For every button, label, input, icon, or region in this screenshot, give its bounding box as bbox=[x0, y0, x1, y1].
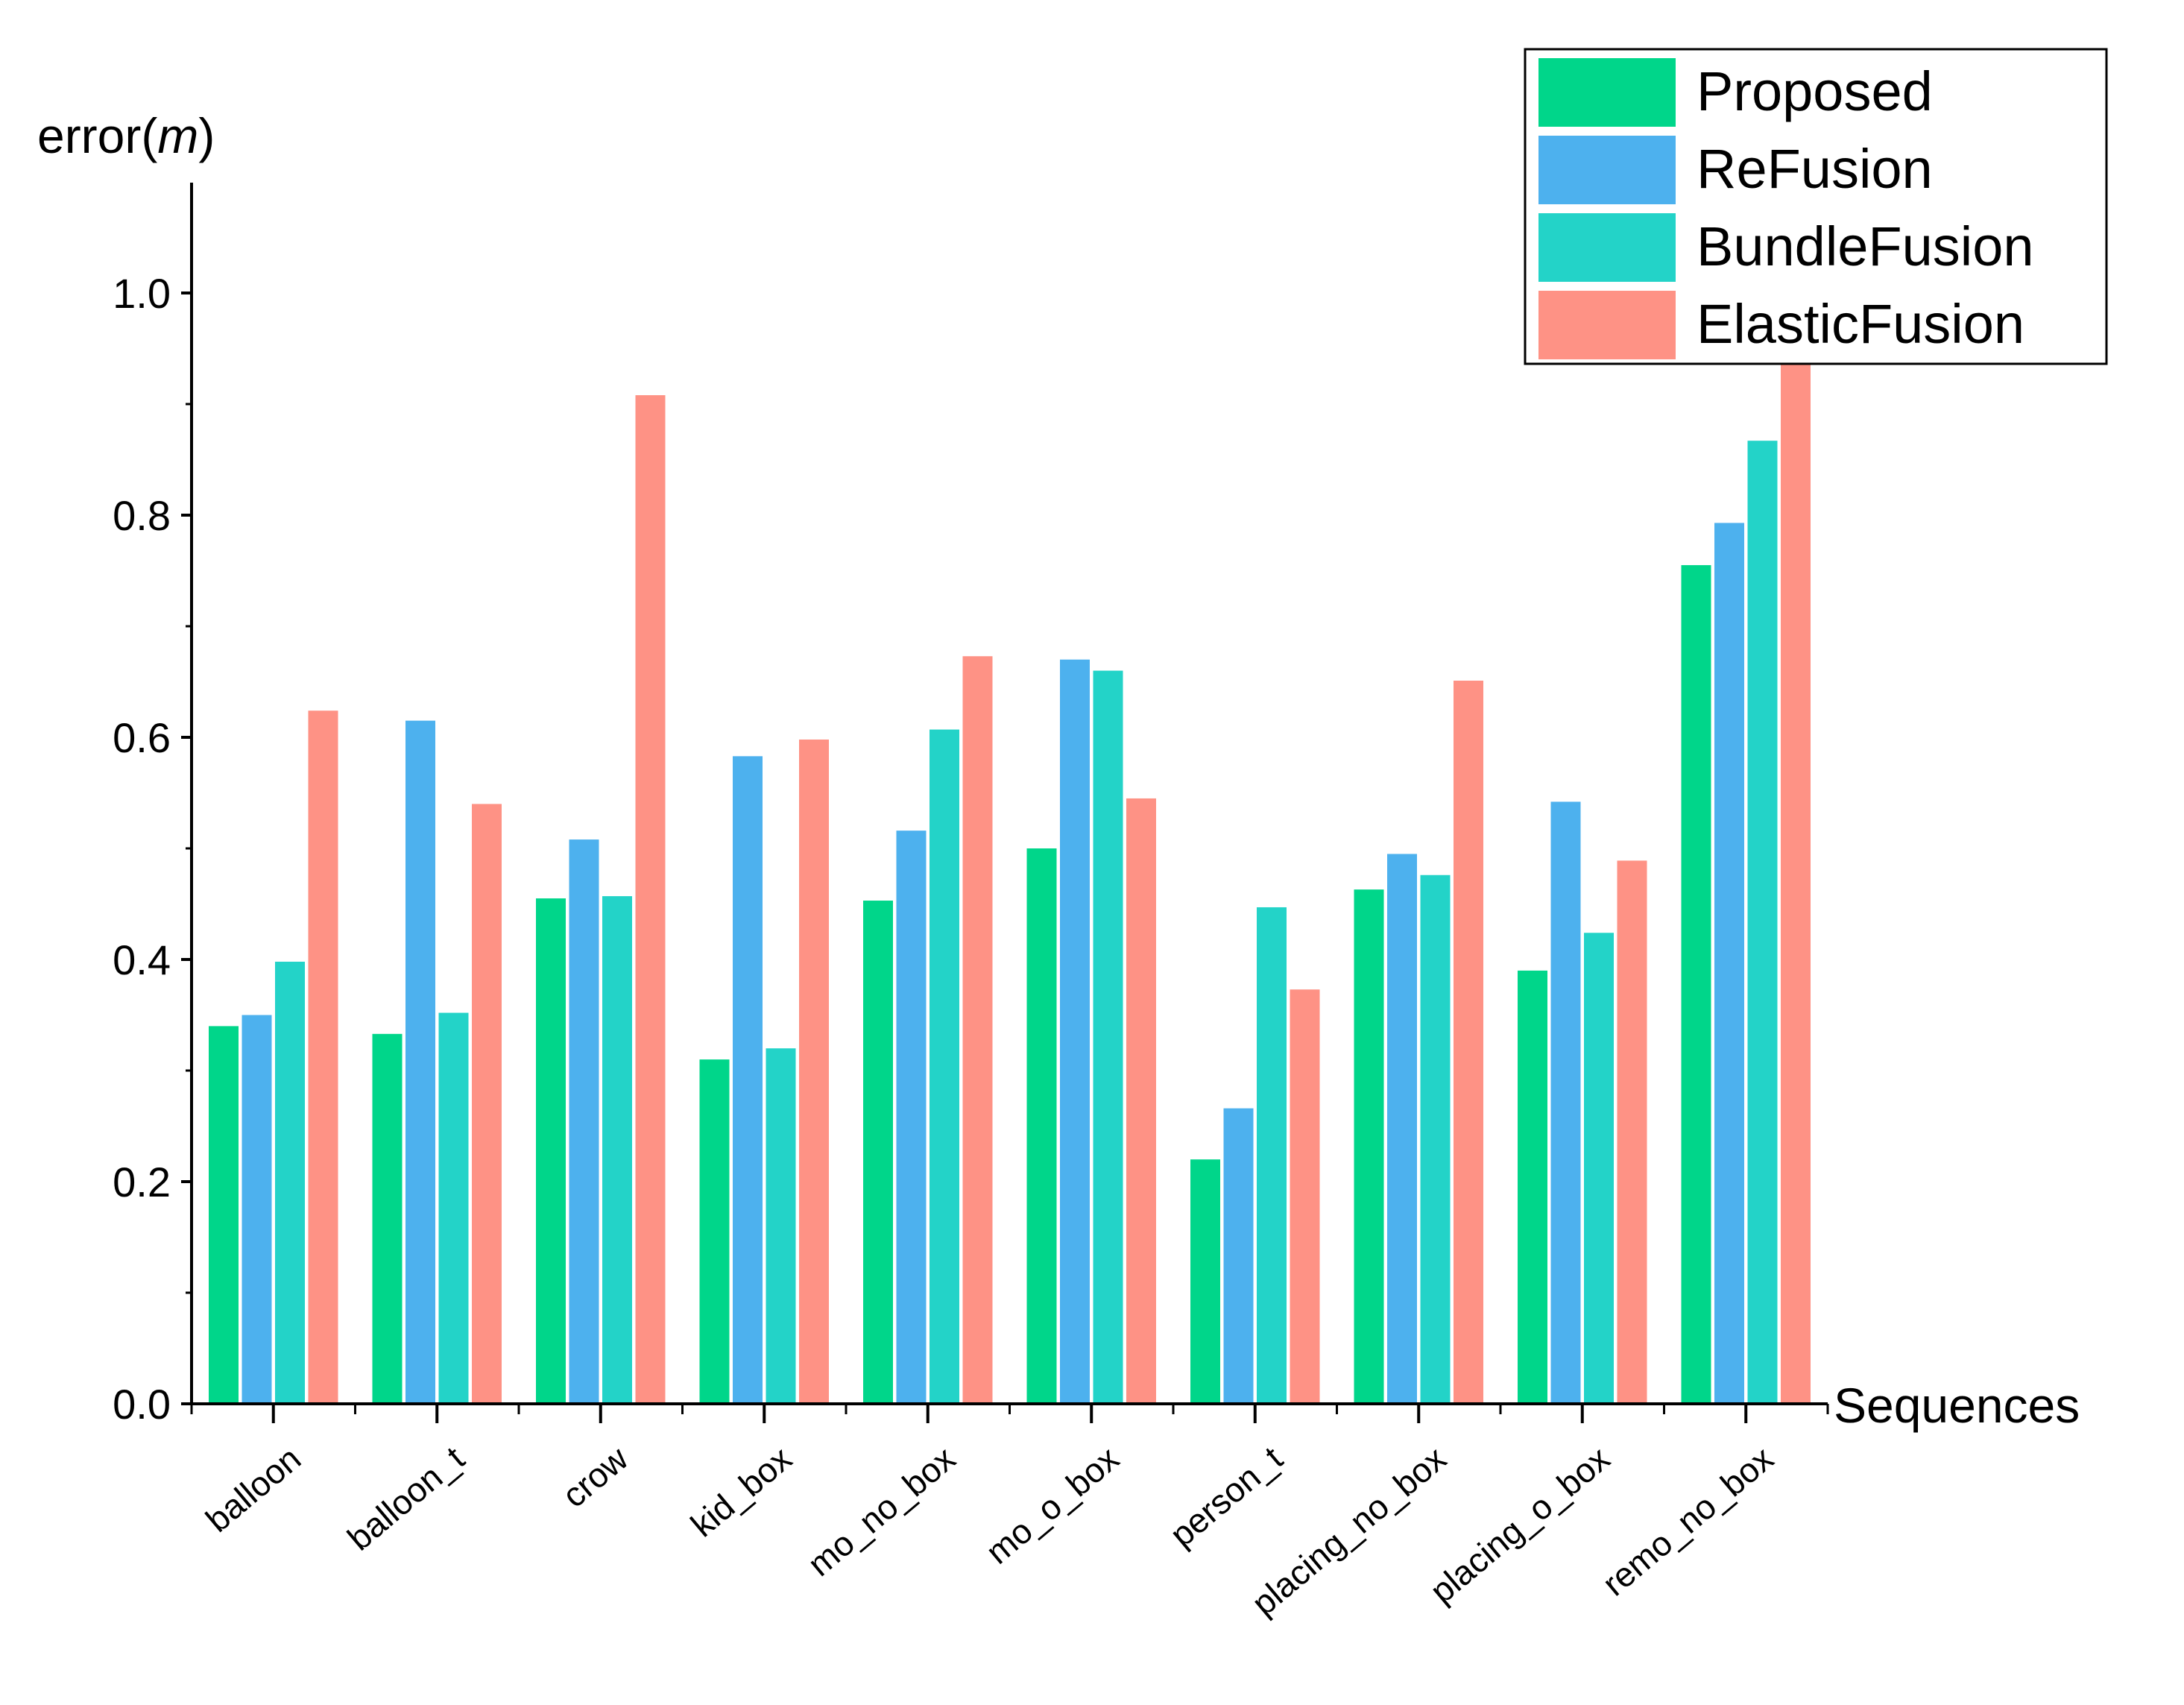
bar-bundlefusion-placing-o-box bbox=[1584, 933, 1614, 1404]
x-category-label: mo_no_box bbox=[801, 1439, 963, 1583]
bar-elasticfusion-crow bbox=[635, 395, 666, 1404]
x-category-label: person_t bbox=[1163, 1439, 1290, 1554]
bar-proposed-remo-no-box bbox=[1681, 565, 1711, 1404]
bar-elasticfusion-placing-o-box bbox=[1617, 860, 1647, 1404]
legend-swatch-elasticfusion bbox=[1538, 291, 1676, 359]
bar-refusion-placing-no-box bbox=[1387, 854, 1417, 1404]
bar-elasticfusion-placing-no-box bbox=[1454, 681, 1483, 1404]
bar-bundlefusion-placing-no-box bbox=[1420, 874, 1451, 1404]
bars-layer bbox=[209, 359, 1811, 1405]
bar-proposed-mo-o-box bbox=[1026, 848, 1057, 1404]
bar-bundlefusion-mo-no-box bbox=[930, 729, 959, 1404]
y-tick-label: 1.0 bbox=[113, 270, 171, 317]
bar-bundlefusion-balloon-t bbox=[438, 1012, 469, 1404]
legend-label-refusion: ReFusion bbox=[1697, 138, 1933, 200]
x-category-label: mo_o_box bbox=[979, 1439, 1126, 1572]
y-tick-label: 0.8 bbox=[113, 492, 171, 539]
bar-bundlefusion-kid-box bbox=[766, 1048, 796, 1404]
bar-refusion-crow bbox=[569, 839, 599, 1404]
bar-proposed-balloon-t bbox=[372, 1033, 403, 1404]
bar-bundlefusion-mo-o-box bbox=[1093, 670, 1123, 1404]
bar-elasticfusion-kid-box bbox=[799, 739, 829, 1404]
x-category-label: balloon_t bbox=[340, 1439, 472, 1558]
bar-refusion-mo-no-box bbox=[896, 831, 927, 1404]
y-tick-label: 0.0 bbox=[113, 1381, 171, 1428]
x-category-label: remo_no_box bbox=[1595, 1439, 1781, 1604]
bar-refusion-person-t bbox=[1223, 1108, 1254, 1404]
bar-refusion-placing-o-box bbox=[1550, 801, 1581, 1404]
bar-elasticfusion-mo-no-box bbox=[962, 656, 993, 1404]
axes-layer bbox=[190, 183, 1828, 1405]
y-tick-label: 0.6 bbox=[113, 714, 171, 761]
legend: Proposed ReFusion BundleFusion ElasticFusio… bbox=[1524, 48, 2108, 365]
x-category-label: placing_o_box bbox=[1422, 1439, 1617, 1611]
bar-elasticfusion-remo-no-box bbox=[1781, 359, 1811, 1404]
bar-refusion-mo-o-box bbox=[1060, 659, 1090, 1404]
bar-refusion-kid-box bbox=[733, 756, 763, 1404]
legend-label-proposed: Proposed bbox=[1697, 60, 1933, 122]
bar-elasticfusion-balloon-t bbox=[472, 804, 502, 1404]
legend-swatch-bundlefusion bbox=[1538, 213, 1676, 282]
ticks-layer bbox=[181, 291, 1829, 1423]
bar-refusion-remo-no-box bbox=[1714, 523, 1744, 1405]
y-tick-label: 0.4 bbox=[113, 936, 171, 983]
bar-elasticfusion-balloon bbox=[308, 710, 338, 1404]
bar-elasticfusion-person-t bbox=[1290, 989, 1320, 1404]
x-axis-title: Sequences bbox=[1834, 1378, 2080, 1433]
x-category-label: kid_box bbox=[684, 1439, 799, 1545]
x-category-label: crow bbox=[555, 1438, 635, 1515]
bar-proposed-person-t bbox=[1190, 1159, 1220, 1404]
bar-bundlefusion-balloon bbox=[275, 961, 305, 1404]
y-axis-title: error(m) bbox=[37, 108, 215, 163]
bar-proposed-kid-box bbox=[699, 1059, 730, 1404]
bar-proposed-balloon bbox=[209, 1026, 239, 1404]
bar-proposed-placing-o-box bbox=[1518, 970, 1547, 1404]
legend-swatch-proposed bbox=[1538, 58, 1676, 127]
bar-bundlefusion-crow bbox=[602, 896, 632, 1404]
bar-proposed-mo-no-box bbox=[863, 901, 893, 1404]
y-tick-label: 0.2 bbox=[113, 1159, 171, 1206]
bar-refusion-balloon bbox=[242, 1015, 272, 1404]
legend-swatch-refusion bbox=[1538, 136, 1676, 204]
x-category-label: balloon bbox=[198, 1439, 308, 1539]
bar-bundlefusion-remo-no-box bbox=[1747, 441, 1778, 1405]
legend-label-bundlefusion: BundleFusion bbox=[1697, 215, 2034, 277]
bar-refusion-balloon-t bbox=[405, 720, 435, 1404]
bar-bundlefusion-person-t bbox=[1257, 907, 1287, 1404]
bar-proposed-placing-no-box bbox=[1354, 889, 1384, 1404]
bar-proposed-crow bbox=[536, 898, 566, 1404]
bar-elasticfusion-mo-o-box bbox=[1126, 798, 1156, 1404]
legend-label-elasticfusion: ElasticFusion bbox=[1697, 293, 2024, 355]
